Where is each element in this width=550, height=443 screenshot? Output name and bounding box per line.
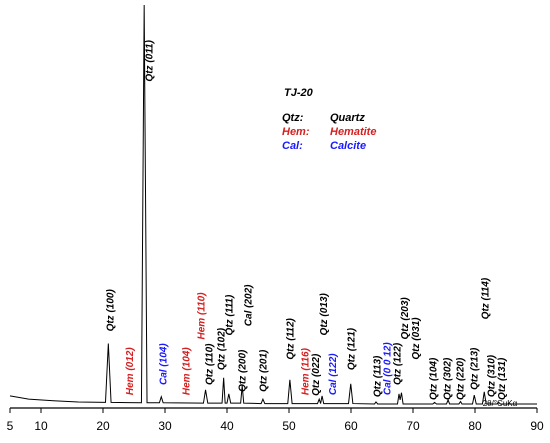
- peak-label: Qtz (102): [216, 327, 227, 370]
- peak-label: Qtz (131): [497, 357, 508, 400]
- peak-label: Qtz (112): [286, 317, 297, 359]
- peak-label: Qtz (022): [311, 353, 322, 396]
- peak-label: Cal (202): [244, 284, 255, 326]
- peak-label: Hem (104): [182, 347, 193, 395]
- x-tick-label: 80: [468, 419, 482, 433]
- peak-label: Qtz (013): [319, 293, 330, 336]
- pattern-line: [9, 4, 537, 405]
- peak-label: Qtz (201): [258, 349, 269, 392]
- legend-name: Hematite: [330, 126, 376, 138]
- x-tick-label: 40: [220, 419, 234, 433]
- peak-label: Cal (122): [328, 353, 339, 395]
- legend-title: TJ-20: [284, 87, 314, 99]
- peak-label: Qtz (200): [237, 349, 248, 392]
- x-tick-label: 50: [282, 419, 296, 433]
- legend-abbr: Qtz:: [282, 112, 304, 124]
- peak-label: Qtz (031): [411, 317, 422, 360]
- peak-label: Qtz (113): [373, 355, 384, 397]
- legend-abbr: Hem:: [282, 126, 310, 138]
- peak-label: Qtz (100): [105, 289, 116, 332]
- legend-name: Calcite: [330, 140, 366, 152]
- x-tick-label: 20: [96, 419, 110, 433]
- x-tick-label: 30: [158, 419, 172, 433]
- peak-label: Qtz (110): [205, 343, 216, 385]
- peak-label: Cal (104): [159, 343, 170, 385]
- peak-label: Qtz (111): [224, 294, 235, 335]
- peak-label: Cal (0 0 12): [382, 342, 393, 395]
- peak-label: Qtz (104): [428, 357, 439, 400]
- peak-label: Qtz (121): [347, 327, 358, 370]
- peak-label: Qtz (203): [400, 297, 411, 340]
- x-tick-label: 70: [406, 419, 420, 433]
- x-tick-label: 60: [344, 419, 358, 433]
- peak-label: Hem (110): [196, 292, 207, 340]
- peak-label: Qtz (302): [443, 357, 454, 400]
- x-tick-label: 5: [7, 419, 14, 433]
- legend-abbr: Cal:: [282, 140, 303, 152]
- peak-label: Hem (012): [125, 347, 136, 395]
- x-tick-label: 10: [34, 419, 48, 433]
- peak-label: Hem (116): [301, 347, 312, 395]
- x-tick-label: 90: [530, 419, 544, 433]
- peak-label: Qtz (114): [480, 277, 491, 319]
- peak-label: Qtz (310): [487, 354, 498, 397]
- peak-label: Qtz (220): [456, 357, 467, 400]
- peak-label: Qtz (011): [144, 39, 155, 81]
- peak-label: Qtz (213): [469, 347, 480, 390]
- peak-label: Qtz (122): [392, 342, 403, 385]
- legend-name: Quartz: [330, 112, 365, 124]
